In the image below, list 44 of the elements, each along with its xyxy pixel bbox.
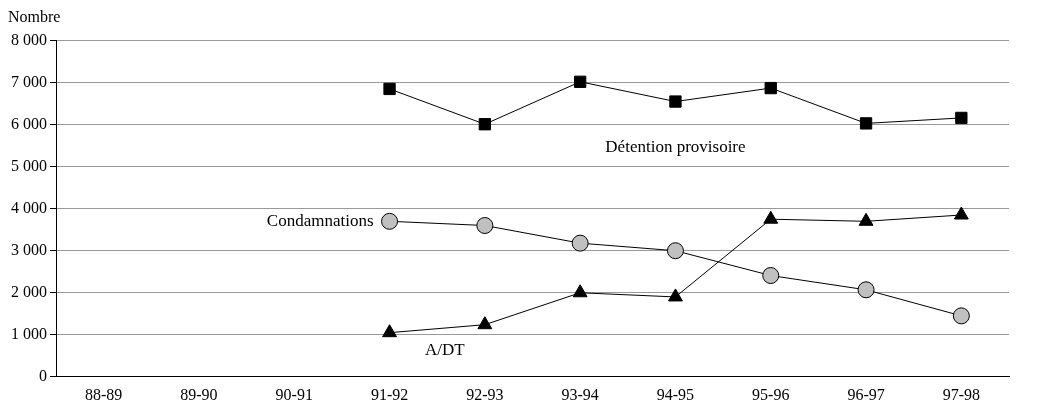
point bbox=[572, 284, 588, 298]
point bbox=[857, 281, 875, 299]
y-tick-label: 1 000 bbox=[11, 324, 47, 342]
point bbox=[763, 210, 779, 224]
point bbox=[666, 242, 684, 260]
point bbox=[476, 217, 494, 235]
point bbox=[953, 206, 969, 220]
point bbox=[955, 111, 968, 125]
x-tick-label: 92-93 bbox=[466, 385, 504, 403]
point bbox=[952, 307, 970, 325]
point bbox=[477, 316, 493, 330]
point bbox=[762, 267, 780, 285]
y-tick-label: 2 000 bbox=[11, 282, 47, 300]
point bbox=[478, 118, 492, 131]
x-tick-label: 97-98 bbox=[942, 385, 981, 403]
y-tick-label: 8 000 bbox=[11, 30, 47, 48]
y-tick-label: 7 000 bbox=[11, 72, 47, 90]
x-tick-label: 90-91 bbox=[275, 385, 313, 403]
point bbox=[571, 234, 589, 252]
x-tick-label: 88-89 bbox=[84, 385, 123, 403]
series-label: A/DT bbox=[425, 340, 466, 360]
y-tick-label: 3 000 bbox=[11, 240, 47, 258]
point bbox=[383, 82, 396, 96]
point bbox=[858, 212, 874, 226]
y-tick-label: 0 bbox=[39, 367, 47, 384]
y-axis-title: Nombre bbox=[8, 8, 62, 27]
x-tick-label: 93-94 bbox=[561, 385, 599, 403]
y-tick-label: 4 000 bbox=[11, 198, 47, 216]
point bbox=[764, 81, 777, 95]
point bbox=[859, 117, 873, 130]
x-tick-label: 91-92 bbox=[370, 385, 409, 403]
x-tick-label: 89-90 bbox=[180, 385, 218, 403]
point bbox=[381, 212, 399, 230]
x-tick-label: 96-97 bbox=[847, 385, 885, 403]
text: Détention provisoire bbox=[605, 137, 746, 157]
point bbox=[669, 95, 682, 108]
x-tick-label: 94-95 bbox=[656, 385, 695, 403]
point bbox=[382, 324, 397, 338]
x-tick-label: 95-96 bbox=[752, 385, 790, 403]
y-tick-label: 5 000 bbox=[11, 156, 47, 174]
series-label: Condamnations bbox=[266, 210, 374, 230]
point bbox=[668, 288, 683, 302]
y-tick-label: 6 000 bbox=[11, 114, 47, 132]
point bbox=[573, 75, 587, 88]
